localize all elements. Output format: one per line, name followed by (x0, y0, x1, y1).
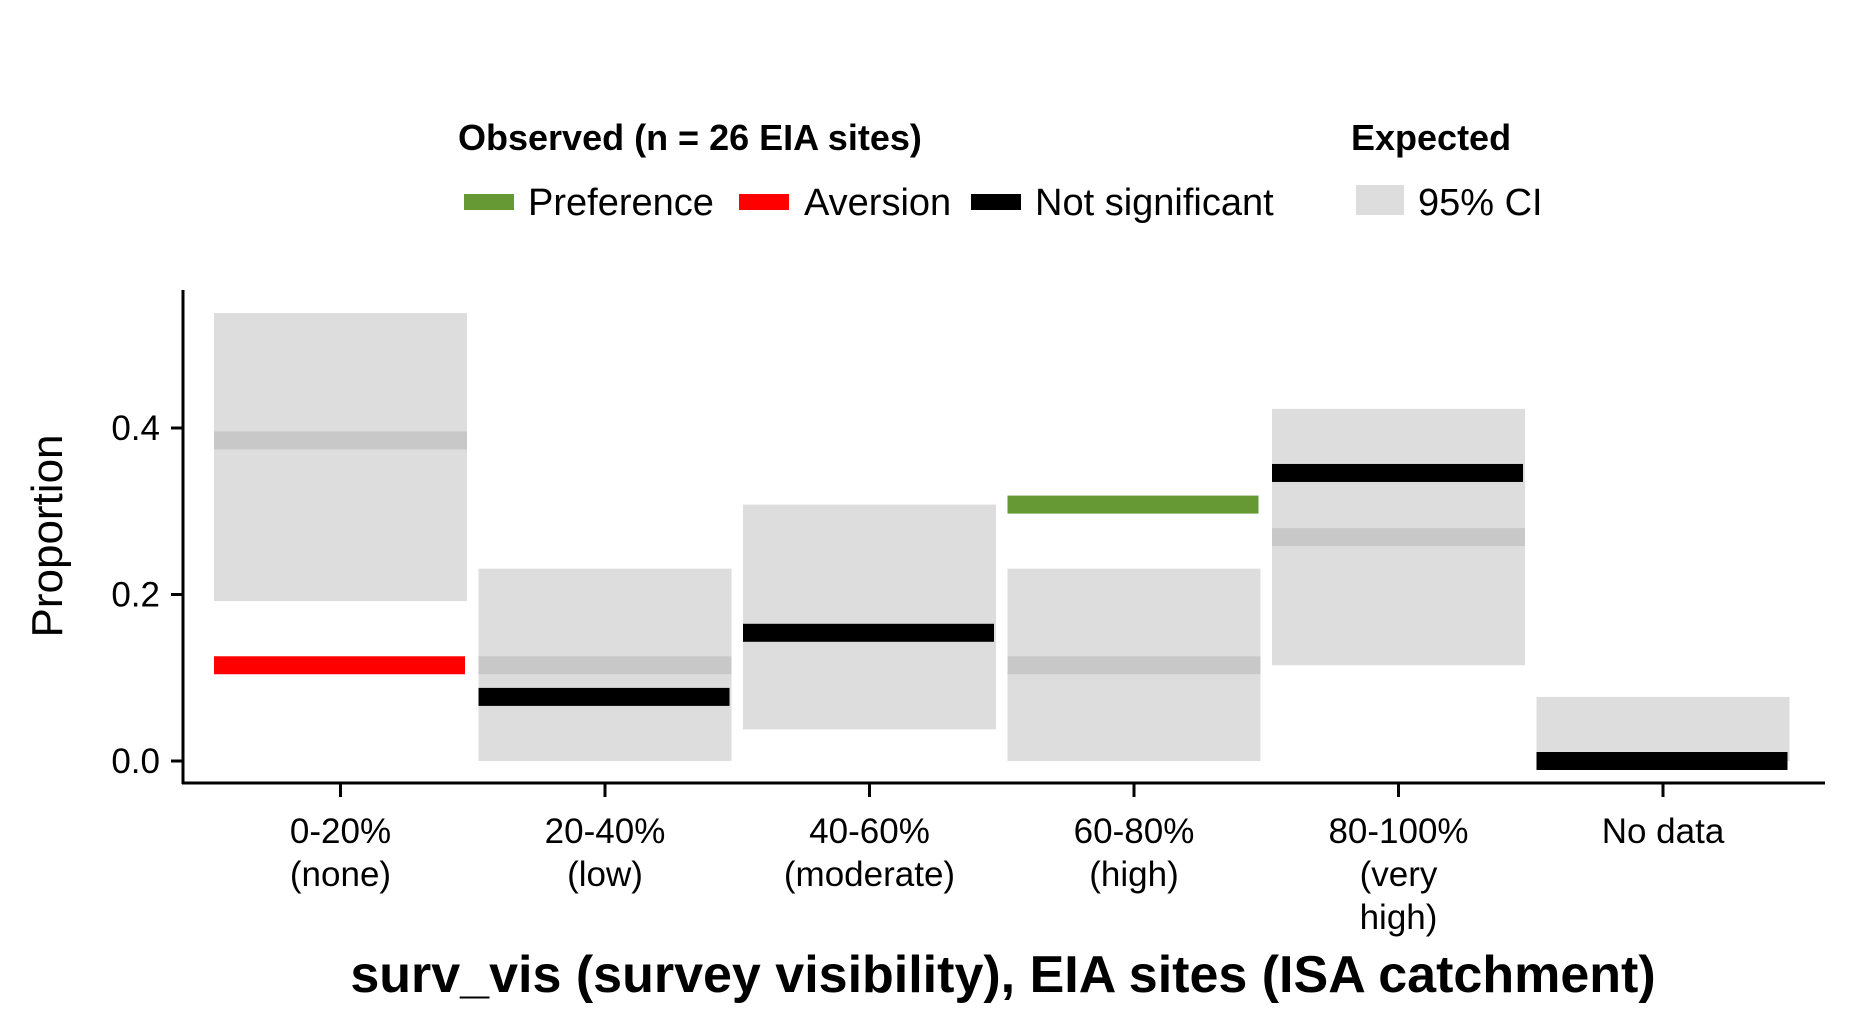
legend-swatch-95-ci (1356, 185, 1404, 215)
x-tick-label-line: 0-20% (290, 812, 391, 851)
expected-ci-layer (214, 313, 1790, 761)
legend-label-aversion: Aversion (804, 182, 951, 224)
expected-mean-line (214, 431, 467, 450)
legend-label-preference: Preference (528, 182, 714, 224)
expected-mean-line (1272, 528, 1525, 547)
legend: Observed (n = 26 EIA sites) Expected Pre… (458, 117, 1543, 224)
x-tick-label: 0-20% (none) (290, 812, 391, 894)
y-tick-label: 0.2 (111, 576, 160, 615)
x-tick-label: No data (1602, 812, 1725, 851)
expected-mean-layer (214, 431, 1525, 675)
x-tick-label-line: (very (1360, 855, 1438, 894)
y-axis-title: Proportion (23, 434, 72, 637)
y-tick-label: 0.0 (111, 742, 160, 781)
observed-bar (214, 656, 465, 675)
legend-expected-title: Expected (1351, 117, 1511, 158)
observed-bar (1007, 495, 1259, 514)
expected-mean-line (1007, 656, 1261, 675)
x-tick-label: 20-40% (low) (545, 812, 666, 894)
legend-swatch-preference (464, 194, 514, 210)
x-tick-label-line: (high) (1089, 855, 1178, 894)
observed-bar (1272, 463, 1523, 482)
observed-bar (1536, 752, 1788, 770)
x-tick-label-line: 60-80% (1074, 812, 1195, 851)
x-tick-label: 60-80% (high) (1074, 812, 1195, 894)
legend-swatch-aversion (739, 194, 789, 210)
legend-swatch-not-significant (971, 194, 1021, 210)
x-tick-label-line: (moderate) (784, 855, 955, 894)
expected-ci-box (1536, 696, 1790, 761)
observed-layer (214, 463, 1788, 770)
y-ticks: 0.0 0.2 0.4 (111, 409, 183, 781)
x-tick-label-line: No data (1602, 812, 1725, 851)
observed-bar (478, 687, 730, 706)
observed-bar (743, 623, 994, 642)
expected-ci-box (214, 313, 467, 602)
expected-mean-line (478, 656, 732, 675)
x-tick-label-line: 80-100% (1328, 812, 1468, 851)
legend-label-not-significant: Not significant (1035, 182, 1274, 224)
x-tick-label: 80-100% (very high) (1328, 812, 1468, 937)
x-tick-label-line: high) (1360, 898, 1438, 937)
y-tick-label: 0.4 (111, 409, 160, 448)
legend-label-95-ci: 95% CI (1418, 182, 1543, 224)
expected-ci-box (743, 504, 996, 730)
x-tick-label-line: 40-60% (809, 812, 930, 851)
legend-observed-title: Observed (n = 26 EIA sites) (458, 117, 922, 158)
x-tick-label: 40-60% (moderate) (784, 812, 955, 894)
x-ticks: 0-20% (none) 20-40% (low) 40-60% (moderate) 60… (290, 783, 1725, 937)
x-axis-title: surv_vis (survey visibility), EIA sites … (350, 946, 1655, 1004)
x-tick-label-line: (none) (290, 855, 391, 894)
x-tick-label-line: (low) (567, 855, 643, 894)
x-tick-label-line: 20-40% (545, 812, 666, 851)
